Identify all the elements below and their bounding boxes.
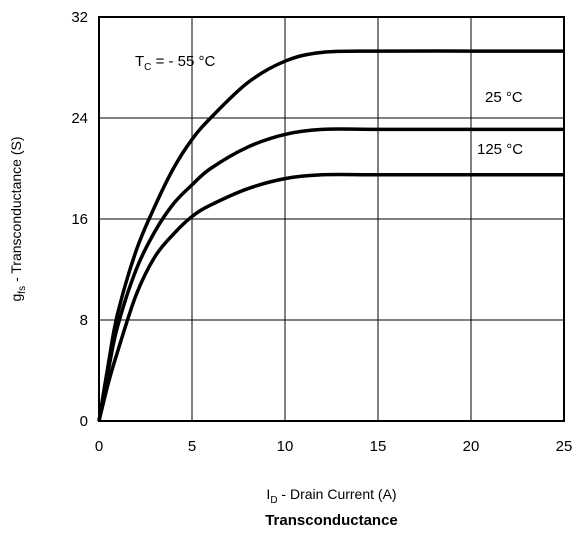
chart-svg: 0 5 10 15 20 25 0 8 16 24 32 TC = - 55 °C 25 °C 1… bbox=[71, 9, 573, 455]
y-axis-label: gfs - Transconductance (S) bbox=[8, 136, 28, 302]
plot-frame bbox=[98, 16, 565, 422]
x-tick-label: 0 bbox=[95, 438, 103, 455]
x-tick-label: 15 bbox=[370, 438, 387, 455]
x-axis-label: ID - Drain Current (A) bbox=[266, 486, 397, 506]
series-curves bbox=[97, 49, 564, 422]
annotation-125c: 125 °C bbox=[477, 141, 523, 158]
annotation-25c: 25 °C bbox=[485, 89, 523, 106]
y-tick-label: 32 bbox=[71, 9, 88, 26]
y-tick-label: 16 bbox=[71, 211, 88, 228]
grid-lines bbox=[99, 17, 564, 421]
y-tick-label: 24 bbox=[71, 110, 88, 127]
x-tick-labels: 0 5 10 15 20 25 bbox=[95, 438, 573, 455]
y-tick-labels: 0 8 16 24 32 bbox=[71, 9, 88, 430]
series-line-1 bbox=[97, 127, 564, 422]
x-tick-label: 10 bbox=[277, 438, 294, 455]
series-line-0 bbox=[97, 49, 564, 422]
y-tick-label: 8 bbox=[80, 312, 88, 329]
annotation-tc-minus55: TC = - 55 °C bbox=[135, 53, 216, 73]
series-line-2 bbox=[97, 172, 564, 422]
x-tick-label: 5 bbox=[188, 438, 196, 455]
y-tick-label: 0 bbox=[80, 413, 88, 430]
chart-title: Transconductance bbox=[265, 512, 398, 529]
x-tick-label: 25 bbox=[556, 438, 573, 455]
x-tick-label: 20 bbox=[463, 438, 480, 455]
